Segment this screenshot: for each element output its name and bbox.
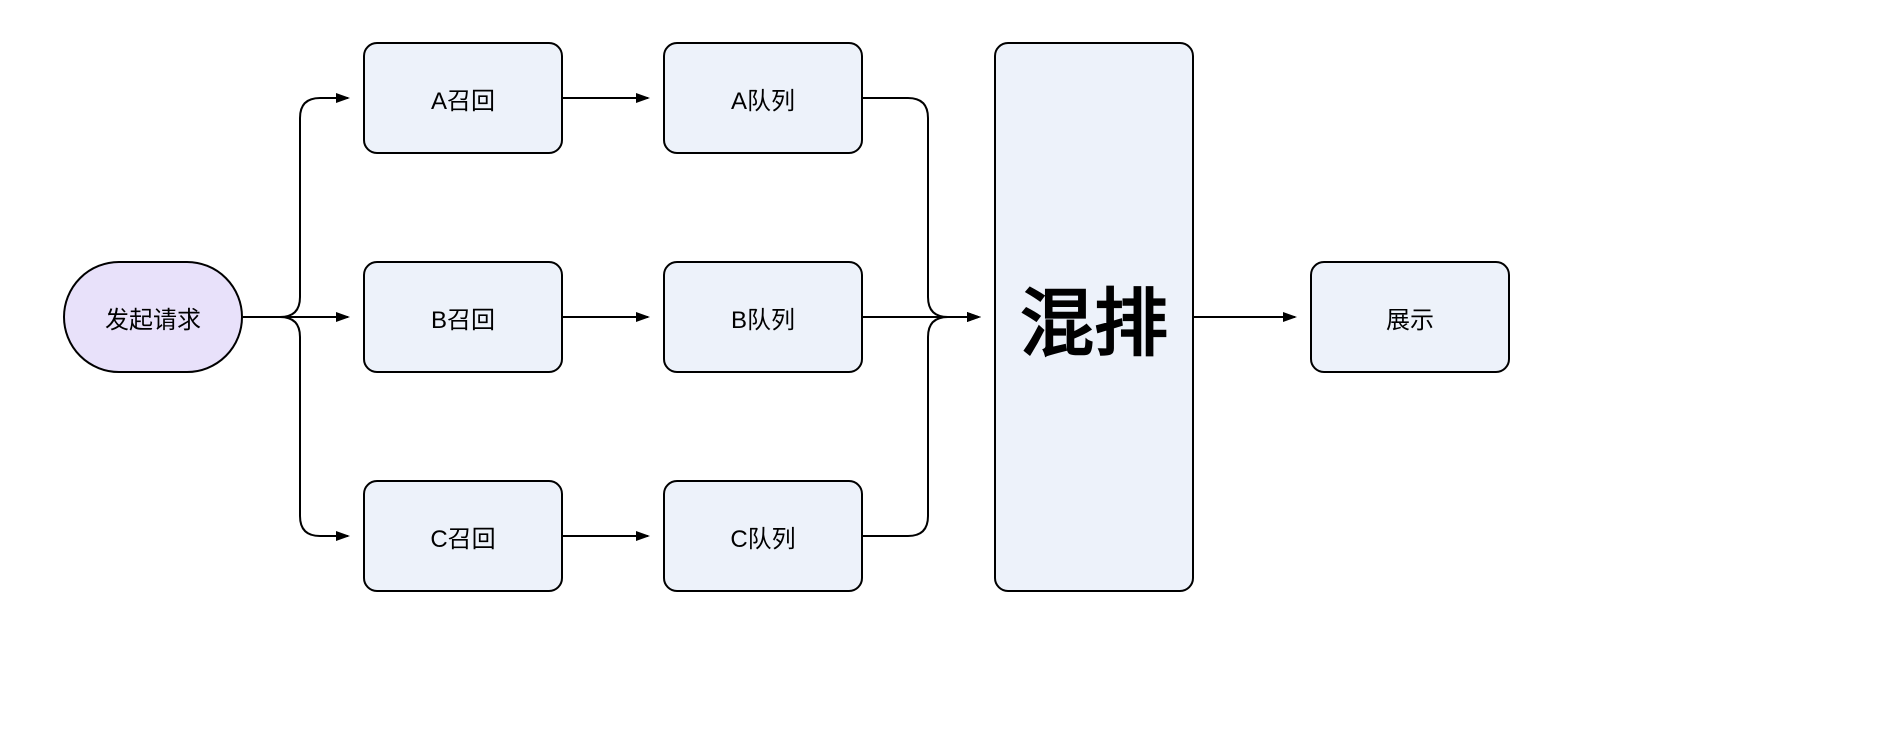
flowchart-node-label-display: 展示 (1386, 300, 1434, 335)
flowchart-node-start: 发起请求 (63, 261, 243, 373)
flowchart-edge-start-to-c_recall (243, 317, 348, 536)
flowchart-node-b_queue: B队列 (663, 261, 863, 373)
flowchart-node-label-mix: 混排 (1020, 264, 1168, 371)
flowchart-node-c_queue: C队列 (663, 480, 863, 592)
flowchart-node-label-b_recall: B召回 (431, 300, 495, 335)
flowchart-node-label-c_queue: C队列 (730, 519, 795, 554)
flowchart-node-a_recall: A召回 (363, 42, 563, 154)
flowchart-edge-start-to-a_recall (243, 98, 348, 317)
flowchart-node-label-a_recall: A召回 (431, 81, 495, 116)
flowchart-edge-a_queue-to-mix (863, 98, 979, 317)
flowchart-edge-c_queue-to-mix (863, 317, 979, 536)
flowchart-node-c_recall: C召回 (363, 480, 563, 592)
flowchart-node-display: 展示 (1310, 261, 1510, 373)
flowchart-node-a_queue: A队列 (663, 42, 863, 154)
flowchart-node-label-a_queue: A队列 (731, 81, 795, 116)
flowchart-node-label-b_queue: B队列 (731, 300, 795, 335)
flowchart-edges (0, 0, 1894, 744)
flowchart-node-mix: 混排 (994, 42, 1194, 592)
flowchart-node-label-c_recall: C召回 (430, 519, 495, 554)
flowchart-node-b_recall: B召回 (363, 261, 563, 373)
flowchart-node-label-start: 发起请求 (105, 300, 201, 335)
